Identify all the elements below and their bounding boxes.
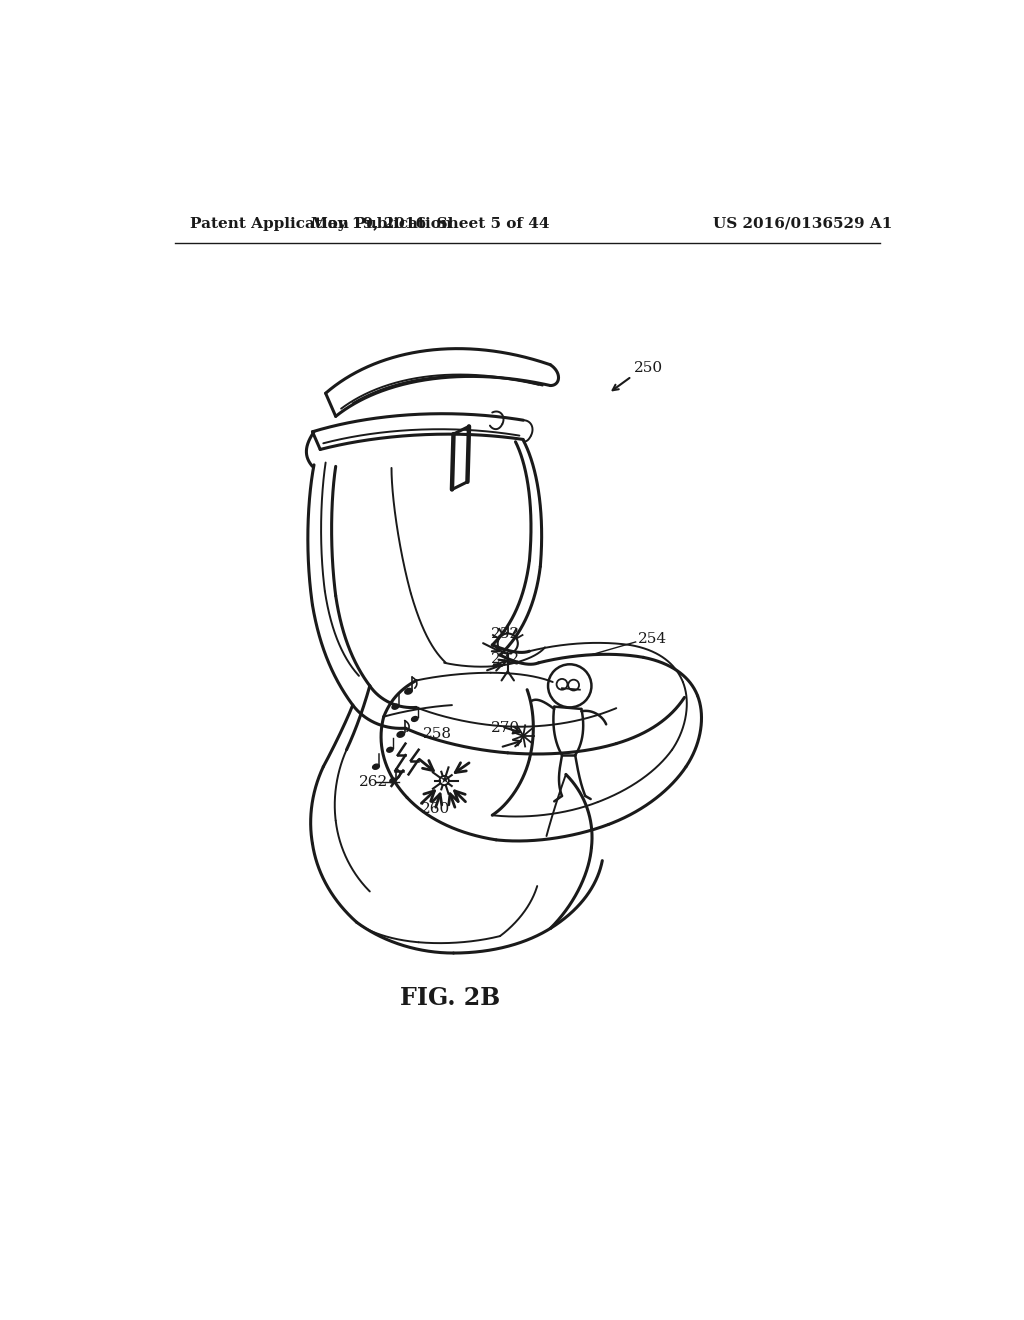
Text: May 19, 2016  Sheet 5 of 44: May 19, 2016 Sheet 5 of 44 [311,216,550,231]
Ellipse shape [373,764,379,770]
Text: 252: 252 [490,627,520,642]
Text: 250: 250 [634,360,664,375]
Ellipse shape [397,731,404,737]
Text: 270: 270 [490,721,520,735]
Text: Patent Application Publication: Patent Application Publication [190,216,452,231]
Text: 272: 272 [490,652,520,665]
Ellipse shape [387,747,393,752]
Text: 258: 258 [423,727,452,742]
Text: 262: 262 [359,775,388,789]
Ellipse shape [412,717,418,722]
Text: US 2016/0136529 A1: US 2016/0136529 A1 [713,216,893,231]
Ellipse shape [404,689,413,694]
Ellipse shape [392,704,398,709]
Text: 254: 254 [638,632,667,645]
Text: 260: 260 [421,803,451,816]
Text: FIG. 2B: FIG. 2B [399,986,500,1010]
Text: ★: ★ [439,776,450,785]
Ellipse shape [390,777,396,783]
